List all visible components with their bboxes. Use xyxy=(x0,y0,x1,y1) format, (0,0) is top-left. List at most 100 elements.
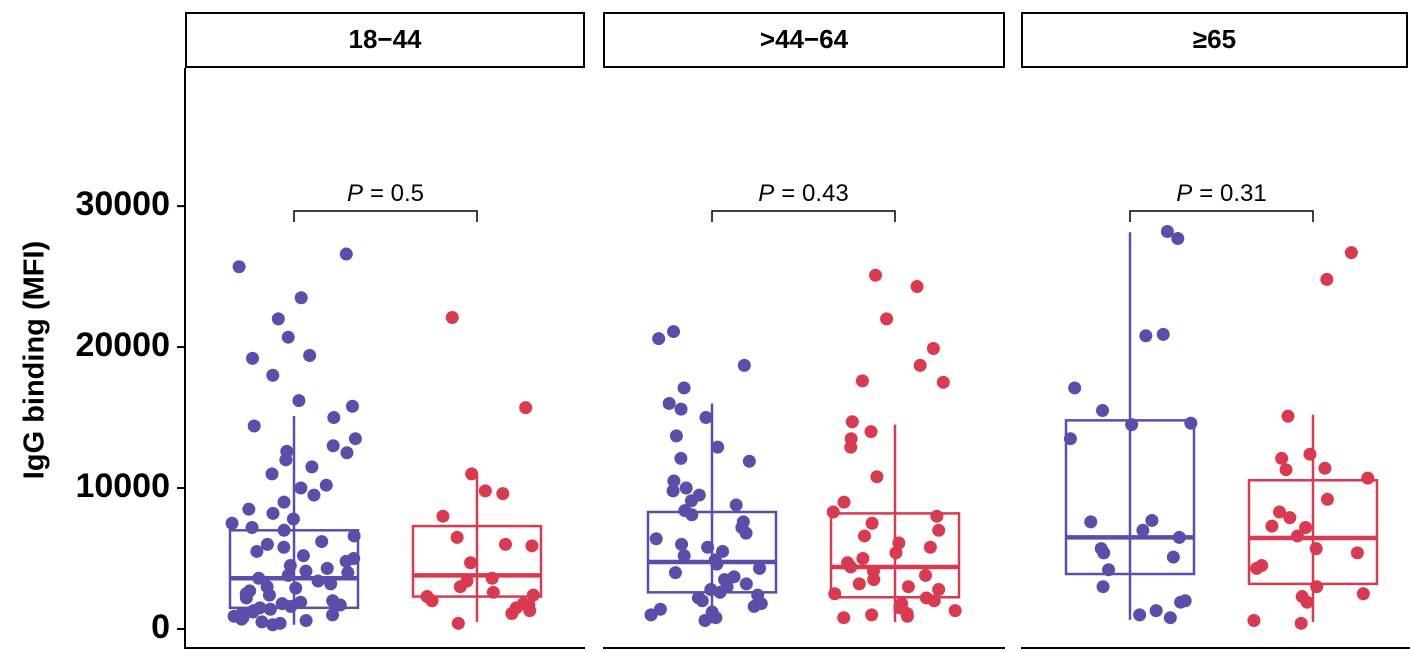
point xyxy=(526,588,540,602)
point xyxy=(1163,611,1177,625)
point xyxy=(1097,546,1111,560)
point xyxy=(1102,563,1116,577)
point xyxy=(828,587,842,601)
y-axis-title: IgG binding (MFI) xyxy=(19,241,51,479)
point xyxy=(880,312,894,326)
point xyxy=(505,606,519,620)
point xyxy=(865,608,879,622)
point xyxy=(1184,416,1198,430)
point xyxy=(498,537,512,551)
point xyxy=(737,358,751,372)
point xyxy=(327,411,341,425)
strip-label: >44−64 xyxy=(760,24,849,54)
point xyxy=(225,516,239,530)
point xyxy=(263,602,277,616)
p-symbol: P xyxy=(1176,180,1192,207)
point xyxy=(1084,515,1098,529)
point xyxy=(1361,471,1375,485)
point xyxy=(926,341,940,355)
point xyxy=(913,358,927,372)
point xyxy=(870,470,884,484)
point xyxy=(294,291,308,305)
point xyxy=(265,467,279,481)
point xyxy=(739,577,753,591)
p-bracket xyxy=(293,210,478,222)
point xyxy=(889,546,903,560)
point xyxy=(324,577,338,591)
point xyxy=(1174,595,1188,609)
point xyxy=(1156,327,1170,341)
point xyxy=(1350,546,1364,560)
point xyxy=(250,544,264,558)
point xyxy=(1265,519,1279,533)
point xyxy=(948,604,962,618)
point xyxy=(1149,604,1163,618)
point xyxy=(677,549,691,563)
point xyxy=(709,611,723,625)
p-text: = 0.5 xyxy=(370,180,424,207)
point xyxy=(425,594,439,608)
point xyxy=(235,612,249,626)
point xyxy=(232,260,246,274)
point xyxy=(855,374,869,388)
point xyxy=(245,520,259,534)
point xyxy=(669,429,683,443)
point xyxy=(1356,587,1370,601)
point xyxy=(1318,461,1332,475)
point xyxy=(326,439,340,453)
point xyxy=(333,598,347,612)
point xyxy=(266,368,280,382)
point xyxy=(699,411,713,425)
p-text: = 0.31 xyxy=(1199,180,1266,207)
point xyxy=(1344,246,1358,260)
point xyxy=(739,526,753,540)
point xyxy=(239,591,253,605)
point xyxy=(339,554,353,568)
p-text: = 0.43 xyxy=(781,180,848,207)
point xyxy=(695,594,709,608)
point xyxy=(892,536,906,550)
point xyxy=(1320,492,1334,506)
box xyxy=(829,512,961,599)
point xyxy=(666,484,680,498)
point xyxy=(652,332,666,346)
point xyxy=(930,509,944,523)
point xyxy=(667,325,681,339)
point xyxy=(698,614,712,628)
strip xyxy=(1021,12,1408,68)
p-value: P = 0.31 xyxy=(1176,180,1266,207)
point xyxy=(1172,530,1186,544)
point xyxy=(311,574,325,588)
point xyxy=(932,583,946,597)
point xyxy=(281,330,295,344)
point xyxy=(753,561,767,575)
y-tick-label: 20000 xyxy=(75,326,170,364)
point xyxy=(919,568,933,582)
point xyxy=(326,608,340,622)
point xyxy=(523,604,537,618)
point xyxy=(519,401,533,415)
point xyxy=(1294,616,1308,630)
point xyxy=(347,529,361,543)
point xyxy=(1283,511,1297,525)
point xyxy=(292,394,306,408)
point xyxy=(1136,523,1150,537)
point xyxy=(246,605,260,619)
point xyxy=(277,495,291,509)
point xyxy=(675,537,689,551)
point xyxy=(1133,608,1147,622)
point xyxy=(255,615,269,629)
point xyxy=(826,505,840,519)
p-symbol: P xyxy=(758,180,774,207)
point xyxy=(286,512,300,526)
point xyxy=(837,495,851,509)
point xyxy=(348,432,362,446)
point xyxy=(701,540,715,554)
point xyxy=(668,566,682,580)
point xyxy=(450,530,464,544)
point xyxy=(716,544,730,558)
point xyxy=(341,566,355,580)
p-bracket xyxy=(1129,210,1314,222)
point xyxy=(279,453,293,467)
point xyxy=(1299,520,1313,534)
